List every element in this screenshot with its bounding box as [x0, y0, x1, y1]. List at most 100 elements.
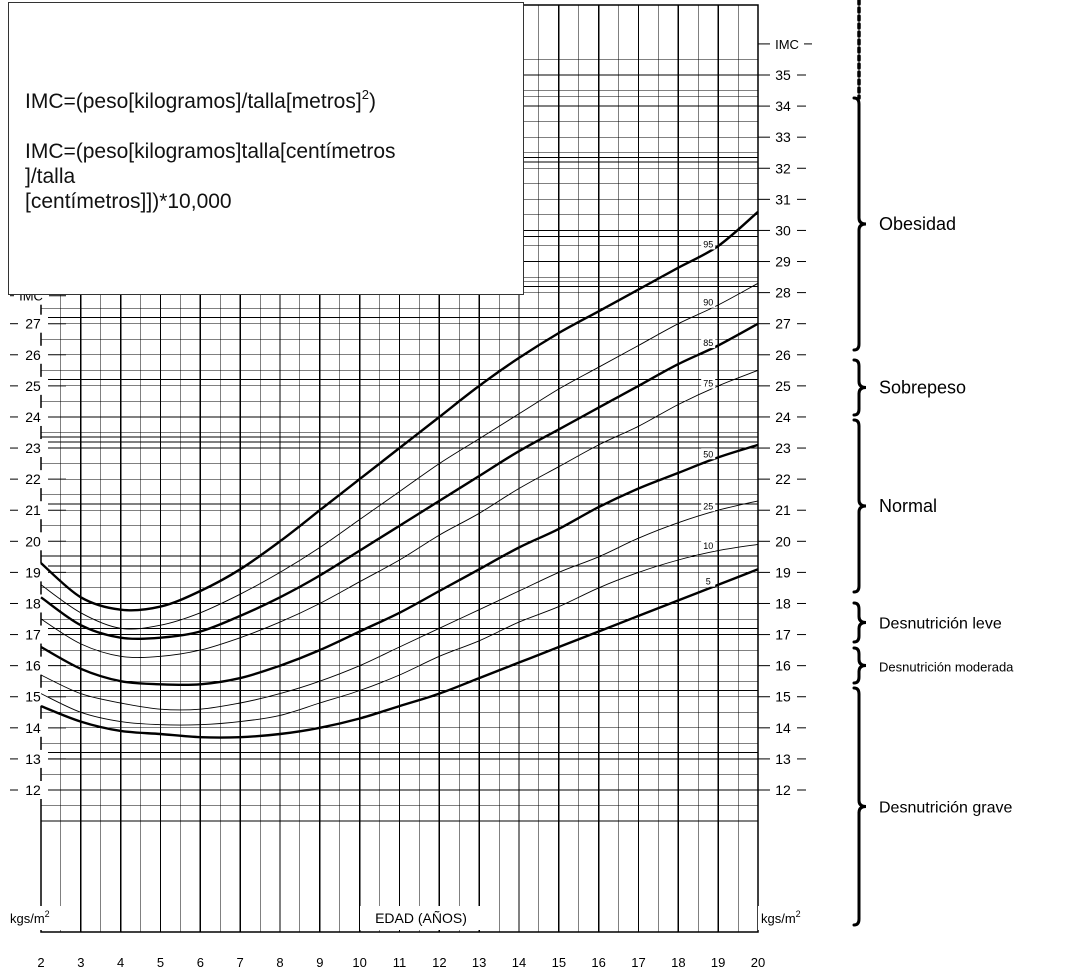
left-tick-label: 26 — [25, 347, 41, 363]
percentile-label-bg — [701, 575, 716, 587]
brace-4 — [852, 646, 867, 685]
x-tick-label: 17 — [631, 955, 645, 970]
formula-line-1: IMC=(peso[kilogramos]/talla[metros]2) — [25, 87, 523, 114]
percentile-line-10 — [40, 543, 759, 726]
right-tick-label: 33 — [775, 129, 791, 145]
left-tick-bg — [18, 376, 48, 395]
right-tick-bg — [768, 252, 798, 271]
right-tick-bg — [768, 718, 798, 737]
right-tick-bg — [768, 345, 798, 364]
formula-line-2: IMC=(peso[kilogramos]talla[centímetros — [25, 140, 396, 163]
x-tick-label: 3 — [77, 955, 84, 970]
brace-3 — [852, 601, 867, 644]
x-tick-label: 15 — [552, 955, 566, 970]
right-tick-label: 28 — [775, 285, 791, 301]
left-tick-label: 13 — [25, 751, 41, 767]
formula-line-3: ]/talla — [25, 165, 76, 188]
percentile-label-10: 10 — [703, 541, 713, 551]
category-braces — [852, 0, 867, 927]
right-imc-bg — [768, 34, 804, 53]
left-tick-bg — [18, 532, 48, 551]
percentile-label-bg — [701, 337, 716, 349]
left-tick-bg — [18, 718, 48, 737]
percentile-label-bg — [701, 377, 716, 389]
right-tick-bg — [768, 190, 798, 209]
right-axis: 12 13 14 15 16 17 18 19 20 21 22 23 24 25 26 27 28 29 30 31… — [758, 34, 812, 799]
right-tick-label: 17 — [775, 627, 791, 643]
x-tick-label: 4 — [117, 955, 124, 970]
formula-box: IMC=(peso[kilogramos]/talla[metros]2) IM… — [8, 2, 524, 295]
left-tick-bg — [18, 781, 48, 799]
left-tick-label: 25 — [25, 378, 41, 394]
right-tick-bg — [768, 594, 798, 613]
right-tick-label: 16 — [775, 658, 791, 674]
right-tick-bg — [768, 501, 798, 520]
x-tick-label: 14 — [512, 955, 526, 970]
left-tick-label: 22 — [25, 471, 41, 487]
right-tick-bg — [768, 563, 798, 582]
left-tick-label: 20 — [25, 533, 41, 549]
percentile-label-85: 85 — [703, 338, 713, 348]
unit-right-exponent: 2 — [796, 909, 801, 919]
percentile-label-bg — [701, 539, 716, 551]
left-tick-label: 19 — [25, 564, 41, 580]
right-tick-label: 25 — [775, 378, 791, 394]
right-tick-bg — [768, 283, 798, 302]
category-label-1: Sobrepeso — [879, 378, 966, 398]
right-tick-label: 19 — [775, 564, 791, 580]
right-tick-bg — [768, 314, 798, 333]
bottom-axis: kgs/m2 kgs/m2 EDAD (AÑOS) 2 3 4 5 6 7 8 9 10 11 12 13 1… — [8, 906, 814, 970]
x-tick-label: 19 — [711, 955, 725, 970]
left-tick-label: 23 — [25, 440, 41, 456]
percentile-label-90: 90 — [703, 298, 713, 308]
percentile-curves: 95 90 85 75 50 25 10 5 — [40, 210, 759, 739]
left-tick-bg — [18, 407, 48, 426]
right-tick-label: 34 — [775, 98, 791, 114]
left-tick-label: 16 — [25, 658, 41, 674]
right-tick-bg — [768, 470, 798, 489]
right-tick-label: 35 — [775, 67, 791, 83]
right-tick-label: 21 — [775, 502, 791, 518]
right-tick-bg — [768, 656, 798, 675]
left-tick-bg — [18, 345, 48, 364]
x-tick-label: 20 — [751, 955, 765, 970]
right-tick-bg — [768, 749, 798, 768]
percentile-label-bg — [701, 296, 716, 308]
brace-1 — [852, 358, 867, 417]
right-tick-bg — [768, 407, 798, 426]
right-tick-label: 31 — [775, 191, 791, 207]
right-tick-label: 26 — [775, 347, 791, 363]
xlabel-bg — [360, 906, 484, 930]
right-tick-label: 13 — [775, 751, 791, 767]
right-tick-bg — [768, 221, 798, 240]
x-tick-label: 16 — [591, 955, 605, 970]
formula-line-4: [centímetros]])*10,000 — [25, 190, 232, 213]
left-tick-label: 24 — [25, 409, 41, 425]
brace-2 — [852, 418, 867, 594]
left-tick-label: 12 — [25, 782, 41, 798]
x-tick-label: 10 — [352, 955, 366, 970]
percentile-label-95: 95 — [703, 239, 713, 249]
x-tick-label: 11 — [393, 955, 407, 970]
percentile-line-95 — [40, 210, 759, 612]
formula-exponent: 2 — [361, 87, 369, 102]
right-tick-label: 14 — [775, 720, 791, 736]
left-tick-label: 15 — [25, 689, 41, 705]
left-tick-bg — [18, 687, 48, 706]
right-tick-bg — [768, 439, 798, 458]
right-tick-label: 12 — [775, 782, 791, 798]
percentile-label-bg — [701, 500, 716, 512]
right-tick-bg — [768, 532, 798, 551]
brace-0 — [852, 96, 867, 352]
percentile-label-5: 5 — [706, 577, 711, 587]
right-tick-label: 32 — [775, 160, 791, 176]
right-tick-bg — [768, 97, 798, 116]
right-tick-label: 29 — [775, 254, 791, 270]
percentile-label-75: 75 — [703, 379, 713, 389]
right-axis-title: IMC — [775, 37, 799, 52]
left-tick-bg — [18, 594, 48, 613]
x-tick-label: 8 — [276, 955, 283, 970]
left-tick-label: 14 — [25, 720, 41, 736]
right-tick-label: 18 — [775, 595, 791, 611]
